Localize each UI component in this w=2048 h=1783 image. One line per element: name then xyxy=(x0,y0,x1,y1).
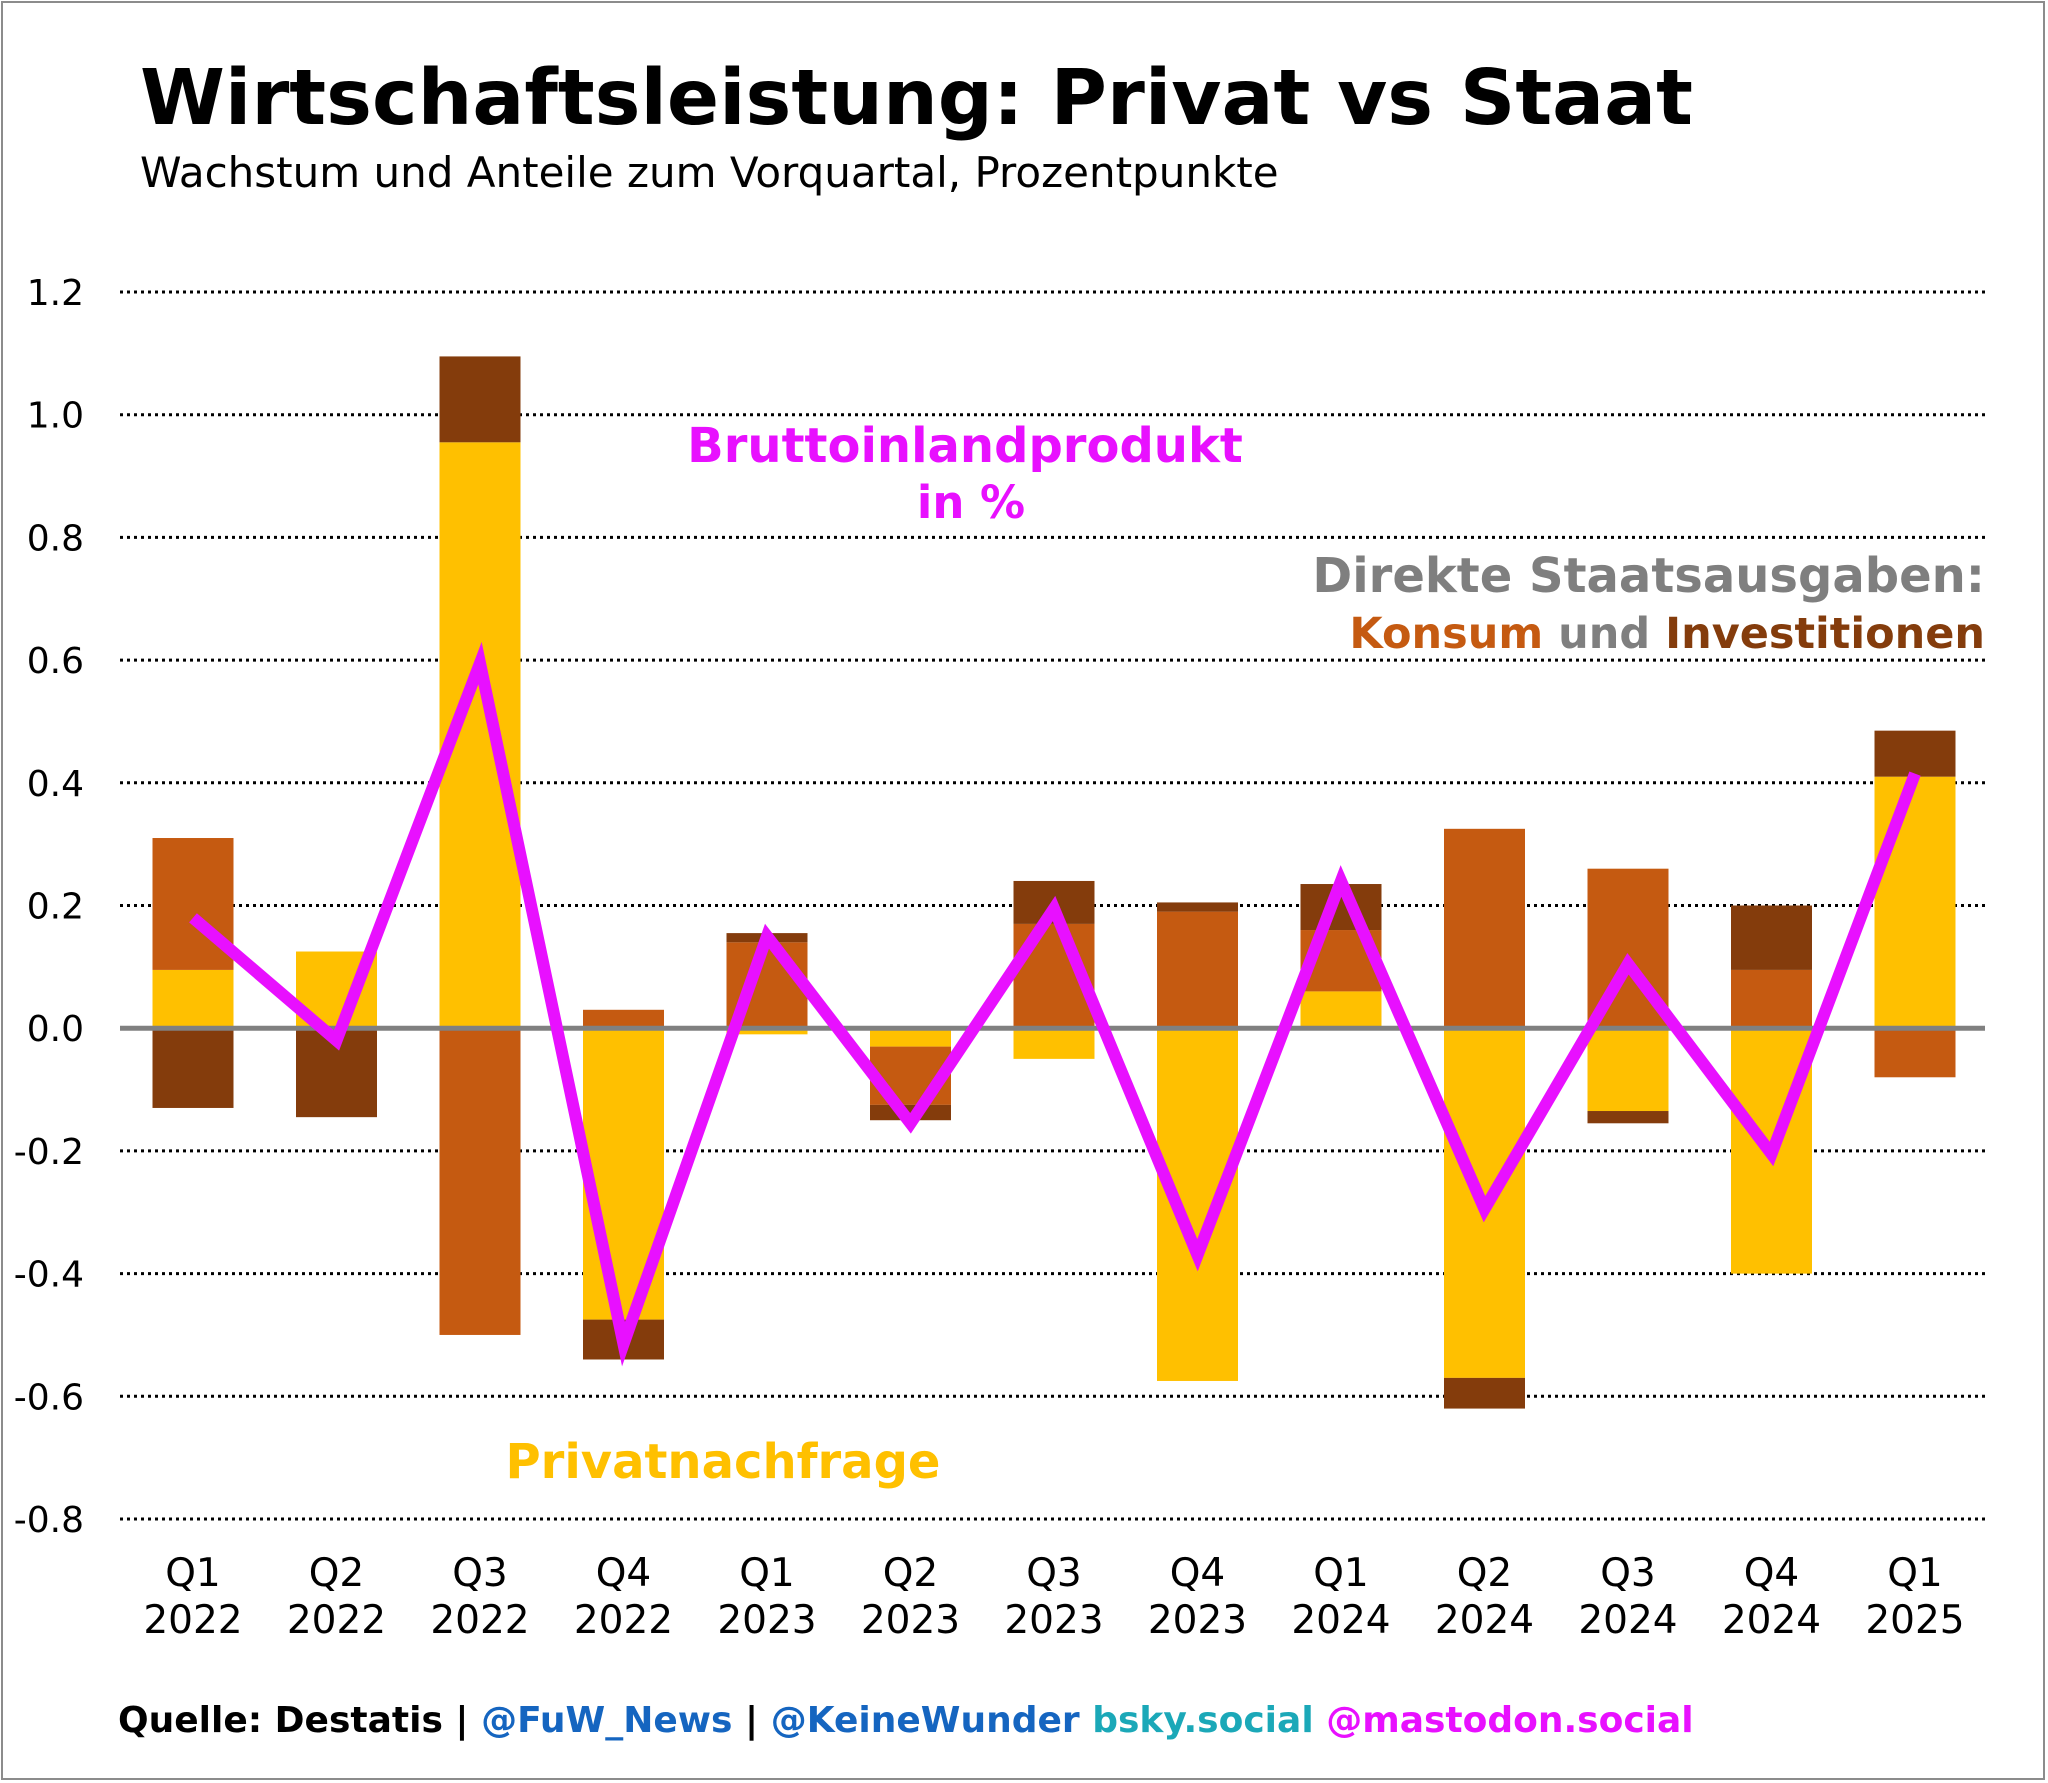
x-tick-year: 2023 xyxy=(717,1598,816,1643)
bar-segment-private xyxy=(726,1028,808,1035)
x-tick-quarter: Q3 xyxy=(452,1551,508,1596)
bar-segment-private xyxy=(1587,1028,1669,1112)
bar-segment-investment xyxy=(1874,730,1956,777)
y-tick-label: 1.0 xyxy=(27,396,84,437)
y-tick-label: 1.2 xyxy=(27,273,84,314)
footer-bsky-link[interactable]: bsky.social xyxy=(1079,1700,1314,1741)
gdp-annotation-line2: in % xyxy=(917,476,1025,529)
footer-separator: | xyxy=(732,1700,771,1741)
y-tick-label: 0.2 xyxy=(27,887,84,928)
footer-mastodon-link[interactable]: @mastodon.social xyxy=(1313,1700,1694,1741)
x-tick-year: 2022 xyxy=(287,1598,386,1643)
bar-segment-consumption xyxy=(583,1009,664,1029)
bar-segment-private xyxy=(152,969,234,1029)
y-tick-label: -0.8 xyxy=(14,1500,84,1541)
x-tick-quarter: Q3 xyxy=(1026,1551,1082,1596)
y-tick-label: -0.6 xyxy=(14,1377,84,1418)
state-annotation-konsum: Konsum xyxy=(1349,609,1543,659)
x-tick-year: 2024 xyxy=(1722,1598,1821,1643)
private-annotation: Privatnachfrage xyxy=(506,1434,941,1490)
chart-subtitle: Wachstum und Anteile zum Vorquartal, Pro… xyxy=(140,148,1279,197)
bar-segment-investment xyxy=(1587,1111,1669,1124)
x-tick-year: 2024 xyxy=(1291,1598,1390,1643)
y-tick-label: -0.2 xyxy=(14,1132,84,1173)
bar-stacks xyxy=(152,356,1956,1409)
x-tick-year: 2022 xyxy=(143,1598,242,1643)
x-axis-ticks: Q12022Q22022Q32022Q42022Q12023Q22023Q320… xyxy=(143,1551,1964,1643)
y-tick-label: 0.6 xyxy=(27,641,84,682)
x-tick-quarter: Q1 xyxy=(739,1551,795,1596)
bar-segment-investment xyxy=(439,356,521,443)
x-tick-quarter: Q2 xyxy=(309,1551,365,1596)
x-tick-year: 2022 xyxy=(430,1598,529,1643)
gdp-line xyxy=(189,641,1921,1367)
bar-segment-consumption xyxy=(1157,911,1238,1029)
x-tick-year: 2024 xyxy=(1578,1598,1677,1643)
bar-segment-private xyxy=(870,1028,951,1047)
y-tick-label: 0.8 xyxy=(27,518,84,559)
y-tick-label: -0.4 xyxy=(14,1255,84,1296)
y-tick-label: 0.0 xyxy=(27,1009,84,1050)
bar-segment-consumption xyxy=(1874,1028,1956,1078)
gdp-annotation-line1: Bruttoinlandprodukt xyxy=(687,418,1243,474)
state-annotation-und: und xyxy=(1543,609,1665,659)
bar-segment-investment xyxy=(152,1028,234,1108)
bar-segment-private xyxy=(1157,1028,1238,1381)
x-tick-year: 2024 xyxy=(1435,1598,1534,1643)
y-tick-label: 0.4 xyxy=(27,764,84,805)
x-tick-quarter: Q2 xyxy=(883,1551,939,1596)
x-tick-quarter: Q4 xyxy=(1170,1551,1226,1596)
bar-segment-consumption xyxy=(1731,969,1812,1029)
bar-segment-investment xyxy=(1157,902,1238,912)
x-tick-quarter: Q1 xyxy=(1887,1551,1943,1596)
x-tick-quarter: Q4 xyxy=(596,1551,652,1596)
state-annotation-line2: Konsum und Investitionen xyxy=(1349,609,1985,659)
footer-keinewunder-handle[interactable]: @KeineWunder xyxy=(770,1700,1080,1741)
x-tick-quarter: Q1 xyxy=(165,1551,221,1596)
state-annotation-line1: Direkte Staatsausgaben: xyxy=(1312,548,1985,604)
x-tick-quarter: Q2 xyxy=(1457,1551,1513,1596)
footer-source: Quelle: Destatis | xyxy=(118,1700,482,1741)
footer: Quelle: Destatis | @FuW_News | @KeineWun… xyxy=(118,1700,1694,1741)
x-tick-quarter: Q1 xyxy=(1313,1551,1369,1596)
x-tick-year: 2023 xyxy=(1004,1598,1103,1643)
bar-segment-investment xyxy=(1731,905,1812,970)
x-tick-year: 2023 xyxy=(861,1598,960,1643)
bar-segment-private xyxy=(1300,991,1382,1029)
state-annotation-invest: Investitionen xyxy=(1665,609,1985,659)
bar-segment-consumption xyxy=(439,1028,521,1335)
y-axis-ticks: 1.2 1.0 0.8 0.6 0.4 0.2 0.0 -0.2 -0.4 -0.6 -0.8 xyxy=(14,273,84,1541)
footer-fuw-handle[interactable]: @FuW_News xyxy=(481,1700,733,1741)
bar-segment-private xyxy=(1874,776,1956,1029)
chart-title: Wirtschaftsleistung: Privat vs Staat xyxy=(140,54,1693,143)
bar-segment-consumption xyxy=(152,838,234,970)
bar-segment-investment xyxy=(1444,1377,1525,1409)
bar-segment-private xyxy=(1013,1028,1095,1059)
bar-segment-consumption xyxy=(1444,828,1525,1029)
x-tick-year: 2025 xyxy=(1865,1598,1964,1643)
x-tick-year: 2023 xyxy=(1148,1598,1247,1643)
x-tick-quarter: Q4 xyxy=(1744,1551,1800,1596)
x-tick-quarter: Q3 xyxy=(1600,1551,1656,1596)
x-tick-year: 2022 xyxy=(574,1598,673,1643)
